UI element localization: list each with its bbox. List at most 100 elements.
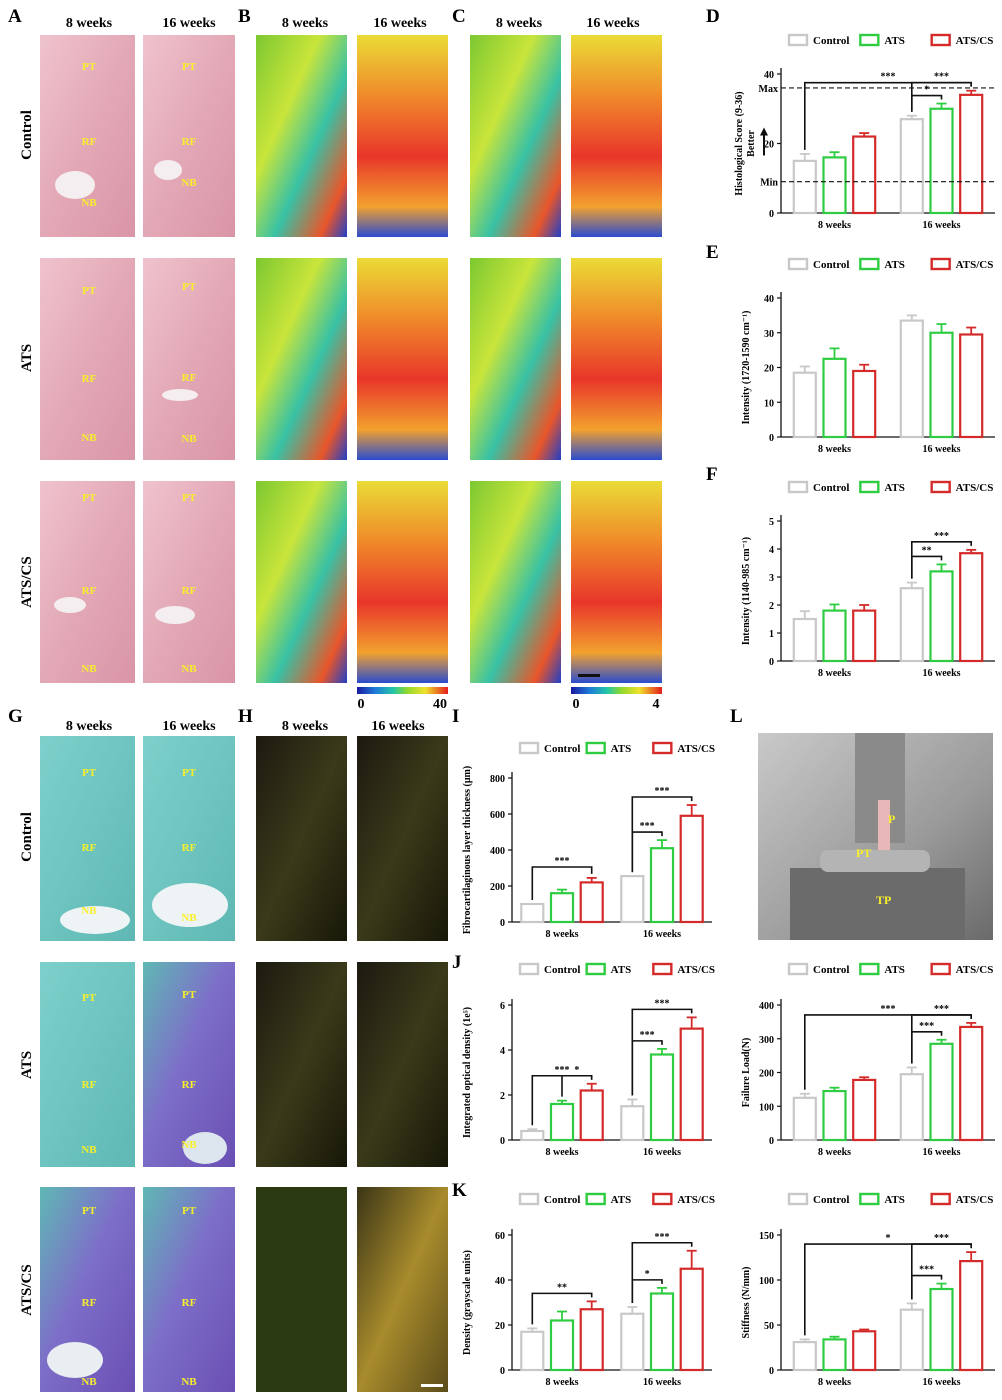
header-b-16w: 16 weeks (373, 16, 427, 31)
x-tick-label: 8 weeks (545, 929, 578, 940)
header-c-16w: 16 weeks (586, 16, 640, 31)
y-tick-label: 0 (769, 209, 774, 220)
significance-label: *** (934, 1004, 949, 1015)
legend-swatch-1 (585, 1192, 606, 1206)
legend-label: ATS (884, 259, 905, 271)
y-tick-label: 2 (500, 1091, 505, 1102)
y-tick-label: 600 (490, 810, 505, 821)
bar-control-1 (620, 874, 645, 924)
bar-control-0 (792, 371, 817, 439)
bar-ats-1 (649, 1053, 675, 1142)
bar-atscs-0 (852, 1330, 877, 1372)
bar-atscs-1 (959, 1025, 984, 1142)
legend-swatch-0 (787, 480, 809, 494)
significance-label: * (924, 85, 929, 96)
row-label-ats-top: ATS (19, 344, 35, 372)
header-a-16w: 16 weeks (162, 16, 216, 31)
bar-ats-0 (549, 1319, 575, 1372)
zone-label-nb: NB (81, 905, 97, 917)
significance-label: * (886, 1233, 891, 1244)
legend: Control ATS ATS/CS (787, 33, 994, 47)
legend-swatch-0 (787, 1192, 809, 1206)
y-axis-label: Failure Load(N) (741, 1038, 752, 1108)
panel-letter-c: C (452, 6, 466, 27)
zone-label-nb: NB (181, 177, 197, 189)
legend-label: Control (813, 35, 849, 47)
y-axis-label: Intensity (1720-1590 cm⁻¹) (741, 311, 752, 425)
y-tick-label: 4 (769, 545, 774, 556)
significance-label: *** (934, 531, 949, 542)
zone-label-nb: NB (81, 197, 97, 209)
polarized-image-atscs-16w (357, 1187, 448, 1392)
significance-bracket (804, 1014, 972, 1090)
significance-bracket (911, 81, 972, 112)
x-tick-label: 8 weeks (818, 1377, 851, 1388)
bar-control-1 (620, 1312, 645, 1372)
zone-label-rf: RF (82, 136, 97, 148)
zone-label-pt: PT (182, 1205, 197, 1217)
bar-control-0 (792, 1340, 817, 1372)
bone-void (152, 883, 228, 927)
bar-ats-1 (649, 847, 675, 924)
bar-atscs-1 (679, 1267, 704, 1372)
legend: Control ATS ATS/CS (518, 962, 715, 976)
bar-ats-0 (549, 892, 575, 924)
significance-label: *** (919, 1265, 934, 1276)
legend-label: ATS (611, 964, 632, 976)
colorbar-c (571, 687, 662, 694)
bar-ats-1 (929, 570, 954, 663)
legend: Control ATS ATS/CS (518, 1192, 715, 1206)
y-tick-label: 2 (769, 601, 774, 612)
x-tick-label: 16 weeks (922, 668, 960, 679)
colorbar-c-max: 4 (653, 697, 660, 712)
y-tick-label: 400 (759, 1001, 774, 1012)
bar-control-0 (520, 902, 545, 924)
significance-label: *** (640, 1030, 655, 1041)
y-tick-label: 100 (759, 1276, 774, 1287)
legend-label: ATS/CS (956, 482, 994, 494)
legend-label: ATS/CS (677, 964, 715, 976)
y-tick-label: 60 (495, 1231, 505, 1242)
significance-label: * (645, 1269, 650, 1280)
significance-bracket (631, 1279, 663, 1303)
y-tick-label: 0 (769, 433, 774, 444)
legend-swatch-1 (585, 962, 606, 976)
bone-void (60, 906, 130, 934)
chart-d-histological-score: Control ATS ATS/CS 0 20 40 Histological Score … (734, 33, 995, 231)
bar-control-0 (520, 1129, 545, 1142)
header-h-8w: 8 weeks (282, 719, 329, 734)
lower-fixture (790, 868, 965, 940)
panel-letter-b: B (238, 6, 251, 27)
bar-atscs-0 (579, 881, 604, 924)
zone-label-rf: RF (82, 585, 97, 597)
x-tick-label: 16 weeks (922, 1147, 960, 1158)
zone-label-rf: RF (182, 585, 197, 597)
min-label: Min (760, 178, 778, 189)
y-axis-label: Density (grayscale units) (462, 1250, 473, 1355)
colorbar-c-min: 0 (573, 697, 580, 712)
panel-a-images (40, 35, 235, 683)
zone-label-rf: RF (182, 1297, 197, 1309)
bar-atscs-1 (679, 814, 704, 924)
y-tick-label: 0 (769, 1136, 774, 1147)
significance-bracket (911, 541, 972, 579)
legend-label: ATS (884, 1194, 905, 1206)
legend-label: ATS/CS (956, 964, 994, 976)
ftir-map-b-atscs-16w (357, 481, 448, 683)
y-axis-label: Histological Score (9-36) (734, 91, 745, 195)
legend-label: ATS/CS (956, 35, 994, 47)
y-tick-label: 800 (490, 774, 505, 785)
bone-void (162, 389, 198, 401)
legend-label: ATS (884, 964, 905, 976)
x-tick-label: 8 weeks (545, 1377, 578, 1388)
bar-control-1 (899, 1073, 924, 1142)
bar-ats-0 (822, 357, 847, 439)
ftir-map-c-ats-16w (571, 258, 662, 460)
panel-letter-i: I (452, 706, 459, 727)
he-image-control-16w (143, 35, 235, 237)
significance-bracket (561, 1074, 593, 1097)
zone-label-pt: PT (82, 61, 97, 73)
y-tick-label: 20 (764, 364, 774, 375)
polarized-image-control-8w (256, 736, 347, 941)
y-tick-label: 40 (495, 1276, 505, 1287)
